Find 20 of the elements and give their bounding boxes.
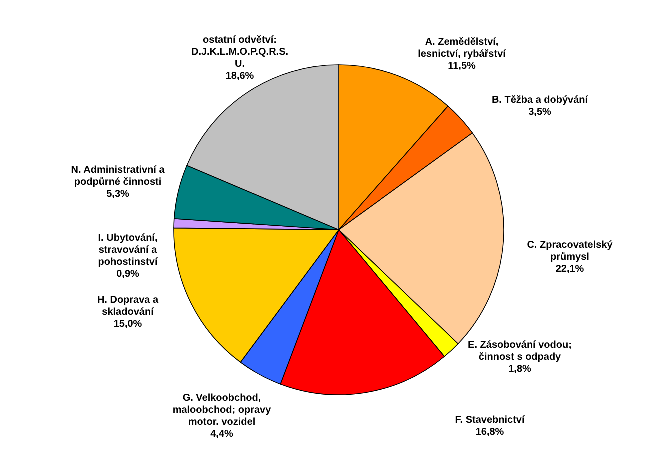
slice-label: ostatní odvětví: D.J.K.L.M.O.P.Q.R.S. U.	[191, 35, 289, 70]
slice-label: I. Ubytování, stravování a pohostinství	[98, 233, 159, 268]
data-label: 5,3%	[106, 189, 130, 200]
data-label: 11,5%	[448, 61, 476, 72]
data-label: 3,5%	[528, 107, 552, 118]
slice-label: E. Zásobování vodou; činnost s odpady	[468, 340, 572, 363]
data-label: 16,8%	[476, 427, 504, 438]
data-label: 4,4%	[210, 429, 234, 440]
slice-label: H. Doprava a skladování	[97, 295, 159, 318]
data-label: 15,0%	[114, 319, 142, 330]
slice-label: G. Velkoobchod, maloobchod; opravy motor. vozidel	[172, 393, 272, 428]
slice-label: C. Zpracovatelský průmysl	[527, 240, 614, 263]
data-label: 0,9%	[116, 269, 140, 280]
slice-label: A. Zemědělství, lesnictví, rybářství	[418, 37, 508, 60]
data-label: 22,1%	[556, 264, 584, 275]
data-label: 1,8%	[508, 364, 532, 375]
slice-label: B. Těžba a dobývání	[492, 95, 590, 106]
slice-label: N. Administrativní a podpůrné činnosti	[71, 165, 166, 188]
slice-label: F. Stavebnictví	[455, 415, 526, 426]
data-label: 18,6%	[226, 71, 254, 82]
